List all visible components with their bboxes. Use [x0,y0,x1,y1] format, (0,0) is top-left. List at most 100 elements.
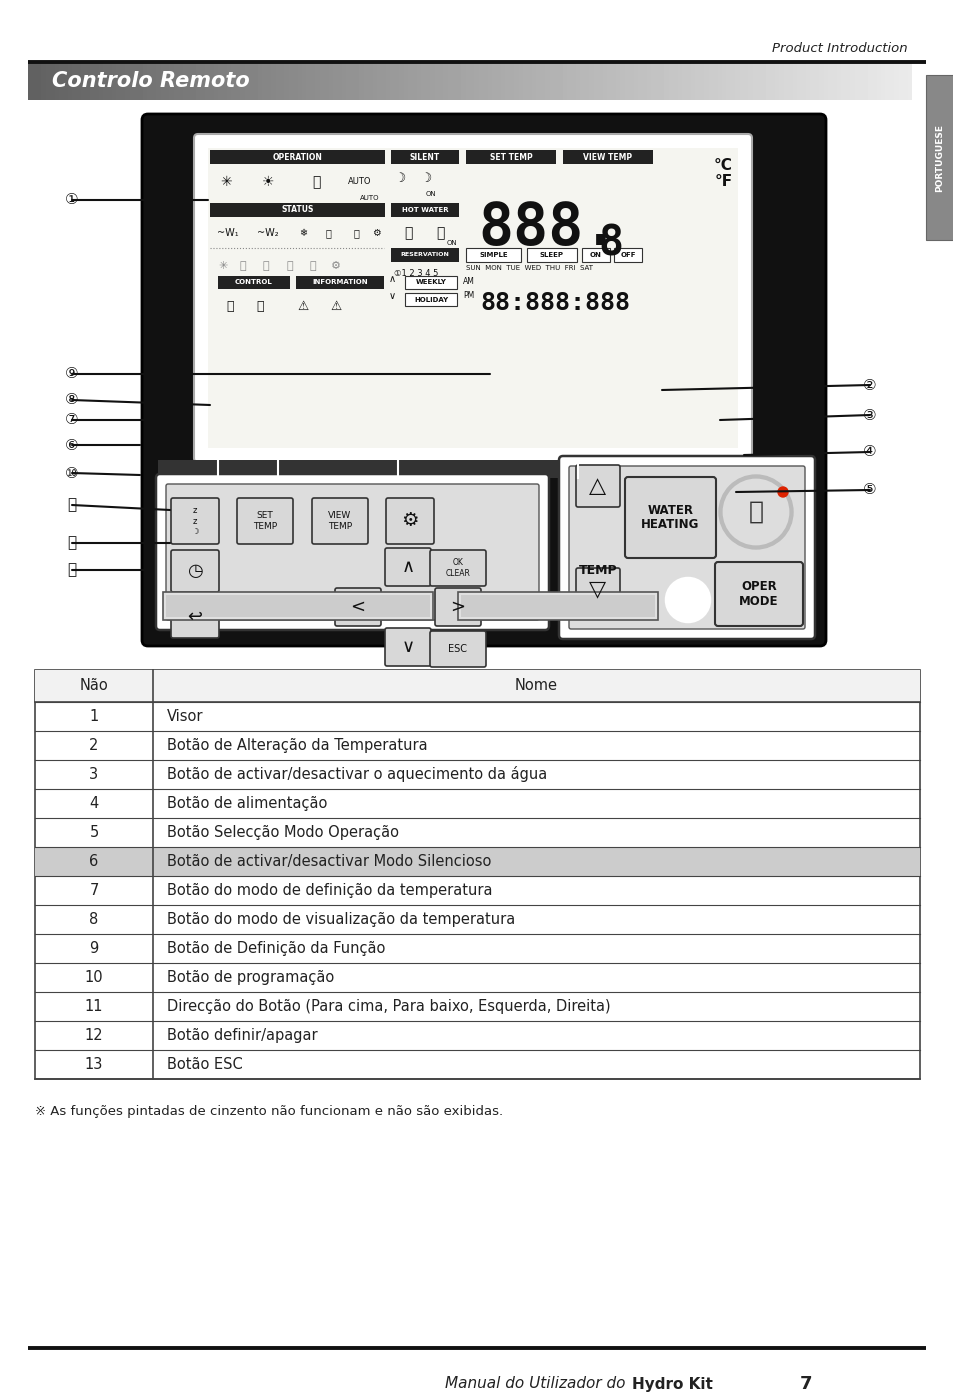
Text: °C: °C [714,158,732,174]
Text: 1: 1 [90,708,98,724]
Bar [465,150,556,164]
Bar [405,293,456,307]
Bar [925,76,953,239]
Text: ✳: ✳ [220,175,232,189]
Bar [166,595,430,617]
Text: ON: ON [446,239,456,246]
Text: 💧: 💧 [262,260,269,272]
Bar [581,248,609,262]
Bar [457,592,658,620]
Text: OPERATION: OPERATION [273,153,322,161]
Text: 9: 9 [90,941,98,956]
Text: ☽: ☽ [420,172,431,185]
FancyBboxPatch shape [435,588,480,626]
Text: PM: PM [462,291,474,301]
Text: HOLIDAY: HOLIDAY [414,297,448,302]
FancyBboxPatch shape [385,547,431,587]
Text: Botão de programação: Botão de programação [167,970,334,986]
Text: ☀: ☀ [261,175,274,189]
Text: Visor: Visor [167,708,203,724]
Text: 10: 10 [85,970,103,986]
FancyBboxPatch shape [576,568,619,610]
FancyBboxPatch shape [171,550,219,592]
FancyBboxPatch shape [236,498,293,545]
Text: ⏻: ⏻ [748,500,762,524]
Text: 2: 2 [90,738,98,753]
Text: PORTUGUESE: PORTUGUESE [935,123,943,192]
Text: Manual do Utilizador do: Manual do Utilizador do [444,1376,629,1392]
Text: 🌧: 🌧 [436,225,444,239]
Text: 88:888:888: 88:888:888 [479,291,629,315]
Bar [35,671,919,701]
Text: ⚠: ⚠ [297,300,309,312]
Text: Botão do modo de definição da temperatura: Botão do modo de definição da temperatur… [167,883,492,897]
Bar [35,847,919,876]
Text: Botão de activar/desactivar Modo Silencioso: Botão de activar/desactivar Modo Silenci… [167,854,491,869]
Text: >: > [450,598,465,616]
Text: ⑤: ⑤ [862,483,876,497]
Text: ⑨: ⑨ [65,367,79,381]
Circle shape [665,578,709,622]
FancyBboxPatch shape [312,498,368,545]
Circle shape [719,475,792,549]
Text: ④: ④ [862,445,876,459]
Bar [614,248,641,262]
Text: 888.: 888. [477,199,618,256]
Text: Controlo Remoto: Controlo Remoto [52,71,250,91]
Text: 5: 5 [90,825,98,840]
Text: 🔥: 🔥 [239,260,246,272]
Text: 11: 11 [85,1000,103,1014]
Text: Botão de alimentação: Botão de alimentação [167,797,327,811]
Text: INFORMATION: INFORMATION [312,280,368,286]
Text: ①: ① [65,192,79,207]
Text: Não: Não [79,679,109,693]
Text: ∧: ∧ [388,274,395,284]
Text: Botão de Alteração da Temperatura: Botão de Alteração da Temperatura [167,738,427,753]
Bar [218,276,290,288]
Text: OFF: OFF [619,252,635,258]
Circle shape [778,487,787,497]
FancyBboxPatch shape [335,588,380,626]
Bar [405,276,456,288]
Text: ⚙: ⚙ [331,260,340,272]
Bar [210,203,385,217]
FancyBboxPatch shape [142,113,825,645]
Text: Botão definir/apagar: Botão definir/apagar [167,1028,317,1043]
Text: STATUS: STATUS [281,206,314,214]
Text: ②: ② [862,378,876,392]
Circle shape [723,480,787,545]
Text: WEEKLY: WEEKLY [416,280,446,286]
Text: 6: 6 [90,854,98,869]
Text: <: < [350,598,365,616]
Bar [465,248,520,262]
Text: ⑫: ⑫ [68,535,76,550]
Text: OK
CLEAR: OK CLEAR [445,559,470,578]
Text: 3: 3 [90,767,98,783]
Text: 🔒: 🔒 [353,228,358,238]
FancyBboxPatch shape [430,631,485,666]
Text: ①1 2 3 4 5: ①1 2 3 4 5 [394,269,438,279]
FancyBboxPatch shape [576,465,619,507]
Text: ~W₂: ~W₂ [257,228,278,238]
Text: ON: ON [425,190,436,197]
Text: HOT WATER: HOT WATER [401,207,448,213]
Text: Botão de activar/desactivar o aquecimento da água: Botão de activar/desactivar o aqueciment… [167,767,547,783]
Text: 7: 7 [800,1375,812,1393]
FancyBboxPatch shape [386,498,434,545]
Text: 💧: 💧 [325,228,331,238]
Text: 📋: 📋 [287,260,293,272]
Text: Botão ESC: Botão ESC [167,1057,242,1072]
Text: 7: 7 [90,883,98,897]
Text: ⚙: ⚙ [372,228,380,238]
Text: SET
TEMP: SET TEMP [253,511,276,531]
Text: Botão do modo de visualização da temperatura: Botão do modo de visualização da tempera… [167,911,515,927]
Bar [163,592,433,620]
Text: WATER
HEATING: WATER HEATING [640,504,699,532]
Text: SUN  MON  TUE  WED  THU  FRI  SAT: SUN MON TUE WED THU FRI SAT [465,265,593,272]
Text: Botão Selecção Modo Operação: Botão Selecção Modo Operação [167,825,398,840]
Text: ⚙: ⚙ [401,511,418,531]
Text: RESERVATION: RESERVATION [400,252,449,258]
FancyBboxPatch shape [430,550,485,587]
Text: SILENT: SILENT [410,153,439,161]
Text: ∧: ∧ [401,559,415,575]
